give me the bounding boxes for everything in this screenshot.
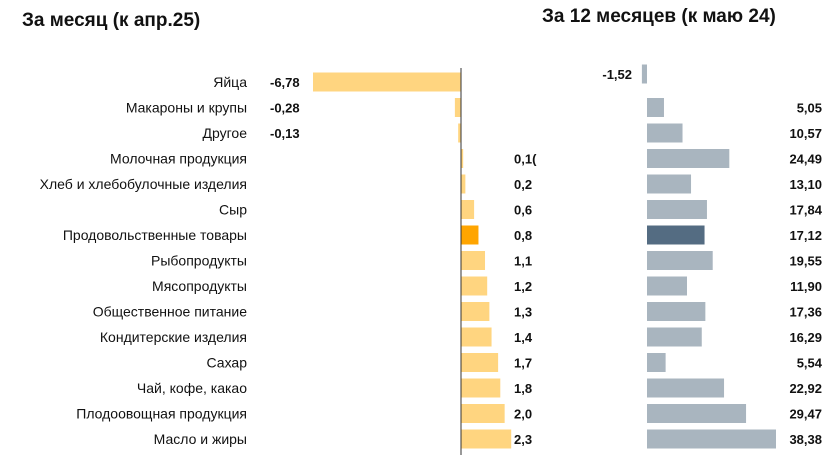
category-label: Масло и жиры (154, 431, 247, 447)
category-label: Рыбопродукты (151, 253, 247, 269)
value-label-month: 1,7 (514, 356, 532, 371)
value-label-month: 2,3 (514, 432, 532, 447)
value-label-month: 1,4 (514, 330, 533, 345)
bar-month (461, 378, 501, 398)
value-label-year: 11,90 (790, 279, 822, 294)
category-label: Общественное питание (93, 304, 247, 320)
value-label-month: 0,8 (514, 228, 532, 243)
value-label-year: 38,38 (789, 432, 822, 447)
value-label-year: 29,47 (789, 407, 822, 422)
bar-year (647, 302, 706, 321)
value-label-year: 17,36 (789, 305, 822, 320)
value-label-month: -0,28 (270, 101, 300, 116)
category-label: Яйца (213, 74, 247, 90)
value-label-year: 19,55 (789, 254, 822, 269)
bar-month (313, 72, 461, 92)
bar-month (461, 429, 512, 449)
bar-year (647, 353, 666, 372)
value-label-year: 16,29 (789, 330, 822, 345)
chart-title-month: За месяц (к апр.25) (22, 10, 201, 31)
value-label-month: 0,2 (514, 177, 532, 192)
bar-year (647, 200, 707, 219)
label-clip-mask (538, 150, 638, 450)
bar-month (458, 123, 461, 143)
bar-month (461, 174, 466, 194)
category-label: Хлеб и хлебобулочные изделия (40, 176, 247, 192)
bar-month (454, 98, 461, 117)
bar-year (641, 64, 647, 84)
value-label-month: 1,8 (514, 381, 532, 396)
bar-month (461, 149, 464, 168)
bar-year (647, 276, 687, 296)
value-label-year: 13,10 (789, 177, 822, 192)
category-label: Мясопродукты (152, 278, 247, 294)
value-label-year: 5,54 (797, 356, 823, 371)
category-label: Макароны и крупы (126, 100, 247, 116)
bar-month (461, 302, 490, 321)
bar-year (647, 404, 747, 423)
value-label-year: 17,12 (789, 228, 822, 243)
bar-year (647, 225, 705, 245)
value-label-year: 22,92 (789, 381, 822, 396)
bar-year (647, 378, 725, 398)
bar-year (647, 123, 683, 143)
value-label-year: 17,84 (789, 203, 822, 218)
bar-year (647, 429, 776, 449)
bar-year (647, 327, 702, 347)
bar-year (647, 174, 692, 194)
value-label-month: -0,13 (270, 126, 300, 141)
category-label: Молочная продукция (110, 151, 247, 167)
value-label-month: 1,1 (514, 254, 532, 269)
category-label: Сыр (219, 202, 247, 218)
value-label-year: 10,57 (789, 126, 822, 141)
bar-month (461, 200, 475, 219)
category-label: Плодоовощная продукция (76, 406, 247, 422)
bar-year (647, 98, 664, 117)
bar-month (461, 276, 488, 296)
category-label: Кондитерские изделия (100, 329, 247, 345)
value-label-year: 5,05 (797, 101, 822, 116)
bar-month (461, 225, 479, 245)
bar-year (647, 251, 713, 270)
value-label-year: 24,49 (789, 152, 822, 167)
bar-month (461, 353, 499, 372)
bar-month (461, 251, 486, 270)
category-label: Чай, кофе, какао (137, 380, 247, 396)
bar-month (461, 327, 492, 347)
value-label-year: -1,52 (602, 67, 632, 82)
category-label: Другое (203, 125, 248, 141)
value-label-month: 0,1( (514, 152, 537, 167)
value-label-month: 1,3 (514, 305, 532, 320)
category-label: Сахар (207, 355, 248, 371)
value-label-month: 0,6 (514, 203, 532, 218)
bar-month (461, 404, 505, 423)
category-label: Продовольственные товары (63, 227, 247, 243)
value-label-month: -6,78 (270, 75, 300, 90)
value-label-month: 1,2 (514, 279, 532, 294)
value-label-month: 2,0 (514, 407, 532, 422)
chart-title-year: За 12 месяцев (к маю 24) (542, 6, 776, 27)
bar-year (647, 149, 730, 168)
